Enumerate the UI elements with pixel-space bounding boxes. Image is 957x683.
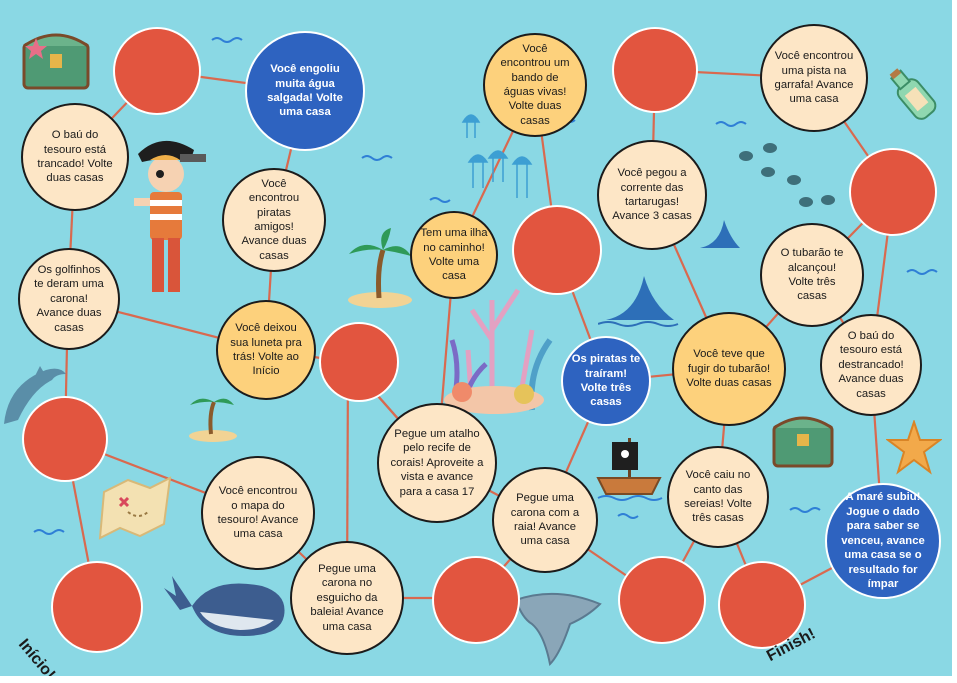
- space-text: Pegue uma carona no esguicho da baleia! …: [310, 562, 384, 633]
- board-space-29[interactable]: Os golfinhos te deram uma carona! Avance…: [18, 248, 120, 350]
- space-text: Você teve que fugir do tubarão! Volte du…: [686, 348, 772, 390]
- space-text: Você encontrou o mapa do tesouro! Avance…: [217, 485, 299, 541]
- space-text: O baú do tesouro está destrancado! Avanc…: [838, 329, 904, 400]
- board-space-19[interactable]: [512, 205, 602, 295]
- space-text: Você caiu no canto das sereias! Volte tr…: [684, 469, 752, 525]
- board-space-17[interactable]: Você teve que fugir do tubarão! Volte du…: [672, 312, 786, 426]
- starfish-icon: [886, 420, 942, 475]
- board-space-26[interactable]: Você engoliu muita água salgada! Volte u…: [245, 31, 365, 151]
- space-text: Você encontrou uma pista na garrafa! Ava…: [774, 50, 854, 106]
- pirate-boy-icon: [134, 140, 206, 292]
- space-text: Tem uma ilha no caminho! Volte uma casa: [420, 227, 488, 283]
- space-text: Pegue uma carona com a raia! Avance uma …: [510, 492, 580, 548]
- board-space-22[interactable]: Pegue um atalho pelo recife de corais! A…: [377, 403, 497, 523]
- treasure-chest-icon: [22, 33, 90, 90]
- space-text: Você pegou a corrente das tartarugas! Av…: [612, 167, 692, 223]
- board-space-9[interactable]: [718, 561, 806, 649]
- space-text: O baú do tesouro está trancado! Volte du…: [37, 129, 113, 185]
- coral-reef-icon: [444, 288, 553, 414]
- board-space-15[interactable]: [612, 27, 698, 113]
- board-space-18[interactable]: Os piratas te traíram! Volte três casas: [561, 336, 651, 426]
- treasure-map-icon: [98, 476, 172, 540]
- board-space-10[interactable]: A maré subiu! Jogue o dado para saber se…: [825, 483, 941, 599]
- shark-fin-icon: [700, 220, 740, 248]
- space-text: Os piratas te traíram! Volte três casas: [571, 353, 641, 409]
- space-text: Você deixou sua luneta pra trás! Volte a…: [230, 322, 302, 378]
- sea-turtles-icon: [739, 143, 835, 207]
- board-space-20[interactable]: Você encontrou um bando de águas vivas! …: [483, 33, 587, 137]
- board-space-16[interactable]: Você pegou a corrente das tartarugas! Av…: [597, 140, 707, 250]
- board-space-25[interactable]: Você encontrou piratas amigos! Avance du…: [222, 168, 326, 272]
- small-island-icon: [189, 398, 237, 442]
- space-text: A maré subiu! Jogue o dado para saber se…: [841, 491, 925, 591]
- space-text: Você engoliu muita água salgada! Volte u…: [267, 63, 343, 119]
- board-space-4[interactable]: Pegue uma carona no esguicho da baleia! …: [290, 541, 404, 655]
- space-text: Você encontrou um bando de águas vivas! …: [500, 42, 570, 127]
- board-space-6[interactable]: Pegue uma carona com a raia! Avance uma …: [492, 467, 598, 573]
- board-space-8[interactable]: Você caiu no canto das sereias! Volte tr…: [667, 446, 769, 548]
- board-space-14[interactable]: Você encontrou uma pista na garrafa! Ava…: [760, 24, 868, 132]
- manta-ray-icon: [514, 592, 602, 667]
- board-space-7[interactable]: [618, 556, 706, 644]
- jellyfish-icon: [461, 114, 533, 198]
- board-space-11[interactable]: O baú do tesouro está destrancado! Avanc…: [820, 314, 922, 416]
- space-text: O tubarão te alcançou! Volte três casas: [780, 247, 844, 303]
- board-space-1[interactable]: [51, 561, 143, 653]
- board-space-5[interactable]: [432, 556, 520, 644]
- board-space-23[interactable]: [319, 322, 399, 402]
- palm-island-icon: [348, 228, 412, 308]
- message-bottle-icon: [889, 68, 937, 120]
- treasure-chest-icon: [772, 416, 834, 468]
- whale-icon: [164, 576, 285, 636]
- board-space-27[interactable]: [113, 27, 201, 115]
- board-space-3[interactable]: Você encontrou o mapa do tesouro! Avance…: [201, 456, 315, 570]
- pirate-ship-icon: [596, 438, 663, 501]
- board-space-28[interactable]: O baú do tesouro está trancado! Volte du…: [21, 103, 129, 211]
- board-space-21[interactable]: Tem uma ilha no caminho! Volte uma casa: [410, 211, 498, 299]
- board-space-2[interactable]: [22, 396, 108, 482]
- board-space-12[interactable]: O tubarão te alcançou! Volte três casas: [760, 223, 864, 327]
- board-space-24[interactable]: Você deixou sua luneta pra trás! Volte a…: [216, 300, 316, 400]
- space-text: Você encontrou piratas amigos! Avance du…: [241, 177, 307, 262]
- shark-fin-icon: [598, 276, 679, 327]
- board-space-13[interactable]: [849, 148, 937, 236]
- dolphin-icon: [4, 366, 66, 424]
- space-text: Pegue um atalho pelo recife de corais! A…: [390, 427, 484, 498]
- space-text: Os golfinhos te deram uma carona! Avance…: [34, 263, 104, 334]
